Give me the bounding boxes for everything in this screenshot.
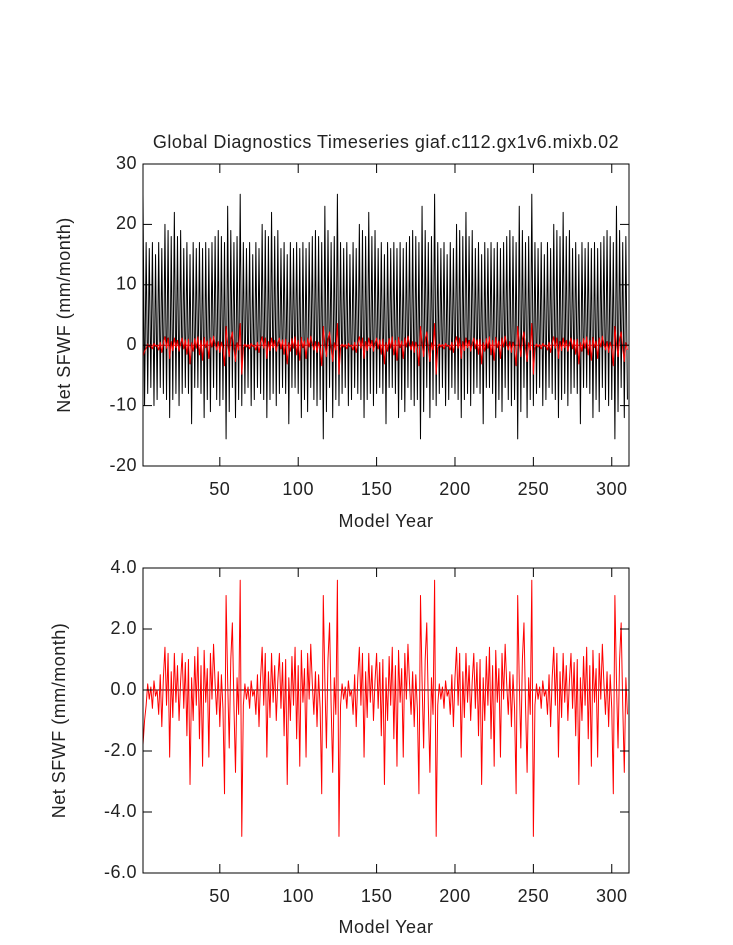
x-tick-label: 50 <box>209 886 230 906</box>
y-tick-label: -20 <box>109 455 137 475</box>
y-tick-label: -4.0 <box>104 801 137 821</box>
data-line <box>143 322 628 375</box>
y-tick-label: 10 <box>116 274 137 294</box>
y-axis-label: Net SFWF (mm/month) <box>54 217 74 413</box>
x-tick-label: 200 <box>439 886 471 906</box>
x-tick-label: 300 <box>596 886 628 906</box>
y-tick-label: -2.0 <box>104 740 137 760</box>
x-tick-label: 150 <box>361 886 393 906</box>
y-tick-label: -6.0 <box>104 862 137 882</box>
y-tick-label: 4.0 <box>110 557 137 577</box>
x-tick-label: 250 <box>518 479 550 499</box>
x-tick-label: 100 <box>282 886 314 906</box>
chart-title: Global Diagnostics Timeseries giaf.c112.… <box>153 132 619 152</box>
x-tick-label: 150 <box>361 479 393 499</box>
data-line <box>143 193 628 440</box>
y-tick-label: 2.0 <box>110 618 137 638</box>
x-axis-label: Model Year <box>338 917 433 937</box>
data-line <box>143 579 628 837</box>
plot-area <box>143 579 629 837</box>
plot-frame <box>142 163 630 467</box>
y-tick-label: 0 <box>126 334 137 354</box>
plot-area <box>143 193 629 440</box>
y-axis-label: Net SFWF (mm/month) <box>49 623 69 819</box>
y-tick-label: -10 <box>109 394 137 414</box>
y-tick-label: 20 <box>116 213 137 233</box>
x-tick-label: 50 <box>209 479 230 499</box>
x-tick-label: 250 <box>518 886 550 906</box>
x-axis-label: Model Year <box>338 511 433 531</box>
y-tick-label: 30 <box>116 153 137 173</box>
y-tick-label: 0.0 <box>110 679 137 699</box>
x-tick-label: 100 <box>282 479 314 499</box>
x-tick-label: 300 <box>596 479 628 499</box>
plot-frame <box>142 567 630 874</box>
x-tick-label: 200 <box>439 479 471 499</box>
